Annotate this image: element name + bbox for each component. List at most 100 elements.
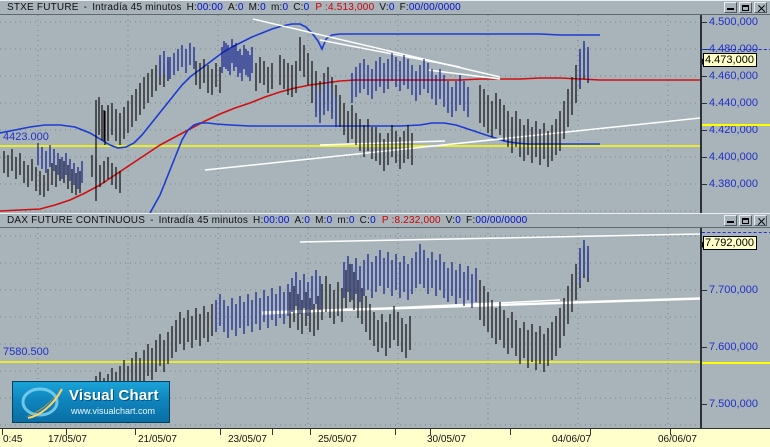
field-h-value: 00:00 (263, 215, 290, 226)
support-level-label-dax: 7580.500 (3, 346, 49, 358)
field-a-label: A: (294, 215, 305, 226)
chart-canvas-stxe (0, 15, 700, 213)
field-a-value: 0 (304, 215, 311, 226)
time-tick (310, 429, 311, 435)
minimize-icon[interactable] (724, 2, 737, 13)
volume-label-stxe: V: (379, 2, 389, 13)
time-tick (510, 429, 511, 435)
minimize-icon[interactable] (724, 215, 737, 226)
field-a-label: A: (228, 2, 238, 13)
price-bars-blue-dax (215, 240, 589, 338)
interval-label-dax: Intradía 45 minutos (158, 215, 249, 226)
time-label-3: 23/05/07 (228, 434, 267, 445)
axis-tick-label: 4.460,000 (709, 70, 758, 82)
time-label-1: 17/05/07 (48, 434, 87, 445)
chart-panel-stxe: 4423.000 4.500,000 4.480,000 4.460,000 4… (0, 15, 770, 213)
title-separator: - (150, 215, 154, 226)
interval-label-stxe: Intradía 45 minutos (92, 2, 182, 13)
axis-tick-label: 7.600,000 (709, 341, 758, 353)
axis-tick-stxe-4: 4.420,000 (702, 124, 770, 136)
ma-fast-line-stxe (0, 23, 600, 149)
current-price-line-dax (702, 232, 770, 233)
time-tick (2, 429, 3, 435)
field-mm-value: 0 (282, 2, 289, 13)
price-value-dax: 8.232,000 (394, 215, 441, 226)
chart-plot-area-stxe[interactable]: 4423.000 (0, 15, 700, 213)
time-label-0: 0:45 (3, 434, 23, 445)
visual-chart-logo[interactable]: Visual Chart www.visualchart.com (12, 381, 170, 423)
panel-titlebar-stxe[interactable]: STXE FUTURE - Intradía 45 minutos H: 00:… (0, 0, 770, 15)
date-value-dax: 00/00/0000 (475, 215, 528, 226)
axis-tick-stxe-5: 4.400,000 (702, 151, 770, 163)
trendlines-dax (261, 233, 700, 315)
current-price-tag-stxe: ◀ 4.473,000 (702, 53, 757, 67)
axis-tick-stxe-6: 4.380,000 (702, 178, 770, 190)
field-c-value: 0 (370, 215, 376, 226)
time-tick (66, 429, 67, 435)
axis-tick-label: 4.400,000 (709, 151, 758, 163)
chart-canvas-dax (0, 228, 700, 428)
symbol-name-dax: DAX FUTURE CONTINUOUS (7, 215, 146, 226)
time-label-2: 21/05/07 (138, 434, 177, 445)
logo-title: Visual Chart (69, 387, 159, 404)
field-a-value: 0 (237, 2, 244, 13)
axis-tick-stxe-3: 4.440,000 (702, 97, 770, 109)
axis-tick-label: 4.380,000 (709, 178, 758, 190)
logo-url: www.visualchart.com (71, 406, 156, 416)
field-c-value: 0 (303, 2, 310, 13)
price-pointer-icon: ◀ (702, 55, 704, 67)
date-label-stxe: F: (399, 2, 409, 13)
price-axis-dax[interactable]: 7.700,000 7.600,000 7.500,000 ◀ 7.792,00… (700, 228, 770, 428)
axis-tick-dax-2: 7.500,000 (702, 398, 770, 410)
price-label-dax: P : (381, 215, 395, 226)
current-price-value: 7.792,000 (705, 237, 754, 249)
gridlines-stxe (0, 15, 700, 213)
axis-tick-label: 7.500,000 (709, 398, 758, 410)
current-price-value: 4.473,000 (705, 54, 754, 66)
time-label-6: 04/06/07 (552, 434, 591, 445)
time-tick (272, 429, 273, 435)
field-m-value: 0 (260, 2, 266, 13)
field-m-label: M: (248, 2, 261, 13)
maximize-icon[interactable] (739, 2, 752, 13)
time-label-7: 06/06/07 (658, 434, 697, 445)
symbol-name-stxe: STXE FUTURE (7, 2, 79, 13)
price-pointer-icon: ◀ (702, 238, 704, 250)
window-controls-stxe (724, 2, 767, 13)
field-h-value: 00:00 (197, 2, 224, 13)
field-h-label: H: (253, 215, 264, 226)
field-h-label: H: (186, 2, 197, 13)
volume-value-stxe: 0 (388, 2, 395, 13)
time-axis[interactable]: 0:45 17/05/07 21/05/07 23/05/07 25/05/07… (0, 428, 770, 447)
time-tick (220, 429, 221, 435)
price-axis-stxe[interactable]: 4.500,000 4.480,000 4.460,000 4.440,000 … (700, 15, 770, 213)
time-label-4: 25/05/07 (318, 434, 357, 445)
volume-label-dax: V: (445, 215, 456, 226)
price-bars-blue-stxe (37, 39, 589, 189)
time-tick (590, 429, 591, 435)
axis-tick-label: 7.700,000 (709, 284, 758, 296)
axis-tick-stxe-0: 4.500,000 (702, 16, 770, 28)
current-price-tag-dax: ◀ 7.792,000 (702, 236, 757, 250)
ma-lower-line-stxe (149, 122, 600, 213)
axis-tick-dax-0: 7.700,000 (702, 284, 770, 296)
field-c-label: C: (359, 215, 371, 226)
close-icon[interactable] (754, 2, 767, 13)
current-price-line-stxe (702, 49, 770, 50)
time-label-5: 30/05/07 (427, 434, 466, 445)
axis-tick-label: 4.500,000 (709, 16, 758, 28)
maximize-icon[interactable] (739, 215, 752, 226)
close-icon[interactable] (754, 215, 767, 226)
time-tick (135, 429, 136, 435)
field-c-label: C: (293, 2, 304, 13)
title-separator: - (83, 2, 88, 13)
support-level-label-stxe: 4423.000 (3, 131, 49, 143)
axis-tick-label: 4.420,000 (709, 124, 758, 136)
volume-value-dax: 0 (455, 215, 462, 226)
date-value-stxe: 00/00/0000 (408, 2, 461, 13)
time-tick (670, 429, 671, 435)
panel-titlebar-dax[interactable]: DAX FUTURE CONTINUOUS - Intradía 45 minu… (0, 213, 770, 228)
axis-support-marker-dax (702, 362, 770, 364)
field-mm-label: m: (337, 215, 349, 226)
